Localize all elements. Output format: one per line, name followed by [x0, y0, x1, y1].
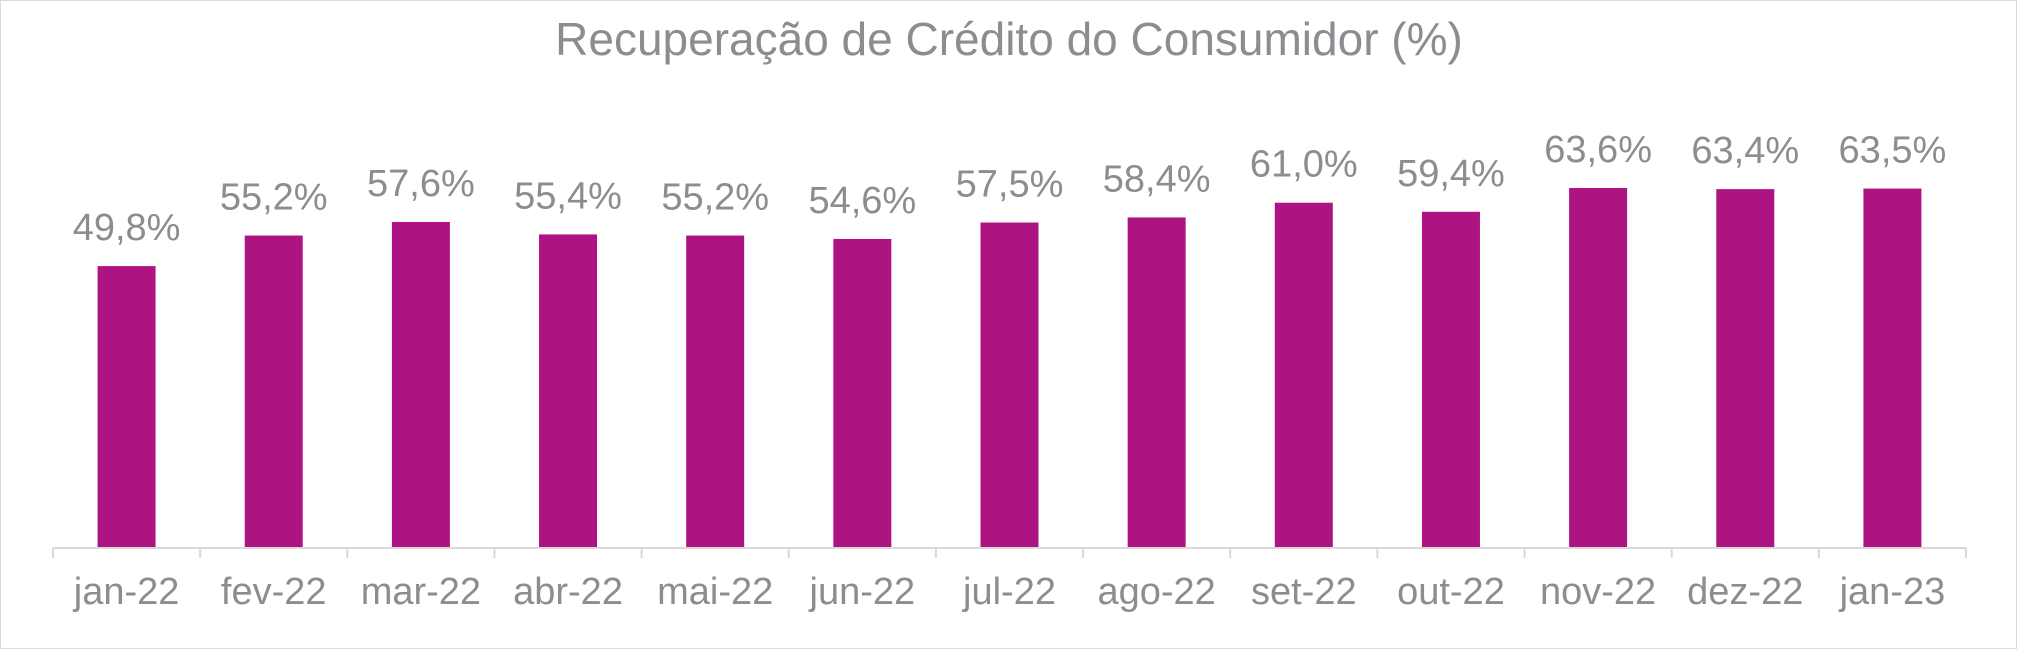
data-label-mai-22: 55,2% — [661, 177, 769, 219]
x-tick-label-abr-22: abr-22 — [513, 571, 623, 613]
x-tick-label-ago-22: ago-22 — [1097, 571, 1215, 613]
bar-fev-22 — [244, 235, 303, 548]
bar-jun-22 — [833, 238, 892, 548]
chart-title: Recuperação de Crédito do Consumidor (%) — [555, 13, 1463, 65]
data-label-jun-22: 54,6% — [808, 180, 916, 222]
bars-group — [97, 188, 1922, 548]
x-tick-label-mar-22: mar-22 — [361, 571, 481, 613]
bar-jan-22 — [97, 266, 156, 548]
x-tick-label-fev-22: fev-22 — [221, 571, 327, 613]
x-tick-label-dez-22: dez-22 — [1687, 571, 1803, 613]
data-label-out-22: 59,4% — [1397, 153, 1505, 195]
bar-mai-22 — [686, 235, 745, 548]
bar-jul-22 — [980, 222, 1039, 548]
bar-dez-22 — [1716, 189, 1775, 548]
data-label-jan-22: 49,8% — [73, 207, 181, 249]
data-label-set-22: 61,0% — [1250, 144, 1358, 186]
data-label-dez-22: 63,4% — [1691, 130, 1799, 172]
bar-jan-23 — [1863, 188, 1922, 548]
x-tick-label-jul-22: jul-22 — [962, 571, 1056, 613]
data-labels-group: 49,8% 55,2% 57,6% 55,4% 55,2% 54,6% 57,5% 58,4%… — [73, 129, 1947, 249]
bar-abr-22 — [539, 234, 598, 548]
x-tick-label-mai-22: mai-22 — [657, 571, 773, 613]
data-label-ago-22: 58,4% — [1103, 158, 1211, 200]
bar-nov-22 — [1569, 188, 1628, 548]
x-tick-label-jan-23: jan-23 — [1839, 571, 1946, 613]
bar-out-22 — [1421, 211, 1480, 548]
bar-mar-22 — [391, 221, 450, 548]
bar-ago-22 — [1127, 217, 1186, 548]
x-tick-label-nov-22: nov-22 — [1540, 571, 1656, 613]
x-tick-label-jun-22: jun-22 — [809, 571, 916, 613]
bar-set-22 — [1274, 202, 1333, 548]
x-axis: jan-22 fev-22 mar-22 abr-22 mai-22 jun-22 jul-… — [52, 547, 1967, 613]
x-tick-label-jan-22: jan-22 — [73, 571, 180, 613]
data-label-jul-22: 57,5% — [956, 164, 1064, 206]
data-label-nov-22: 63,6% — [1544, 129, 1652, 171]
data-label-jan-23: 63,5% — [1839, 130, 1947, 172]
data-label-fev-22: 55,2% — [220, 177, 328, 219]
x-tick-label-set-22: set-22 — [1251, 571, 1357, 613]
x-tick-label-out-22: out-22 — [1397, 571, 1505, 613]
data-label-abr-22: 55,4% — [514, 175, 622, 217]
data-label-mar-22: 57,6% — [367, 163, 475, 205]
